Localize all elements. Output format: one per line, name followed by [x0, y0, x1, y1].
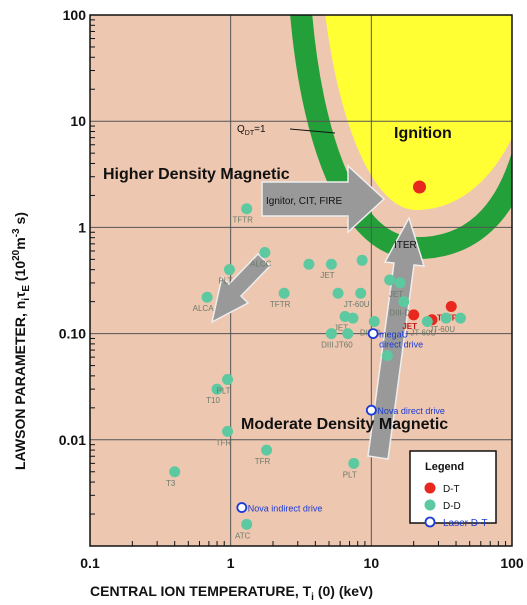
data-point-d-t-0	[408, 309, 420, 321]
legend-marker-1	[424, 499, 436, 511]
direction-arrows	[210, 164, 426, 460]
data-point-d-d-27	[381, 350, 393, 362]
ignition-label: Ignition	[394, 125, 452, 142]
y-axis-title: LAWSON PARAMETER, niτE (1020m-3 s)	[11, 212, 32, 470]
point-label: JET	[402, 322, 417, 331]
data-point-d-d-19	[355, 287, 367, 299]
data-point-d-d-18	[356, 254, 368, 266]
axis-ticks: 0.1 1 10 100 0.01 0.10 1 10 100	[59, 7, 524, 571]
x-tick-label-2: 10	[364, 555, 380, 571]
data-point-d-d-28	[348, 457, 360, 469]
legend-label-1: D-D	[443, 501, 461, 512]
point-label: TFR	[216, 438, 232, 447]
y-tick-label-2: 1	[78, 219, 86, 235]
q-dt-leader	[289, 128, 336, 134]
ignitor-text: Ignitor, CIT, FIRE	[266, 196, 342, 207]
point-label: PLT	[343, 470, 357, 479]
point-label: ALCA	[193, 304, 215, 313]
lower-left-arrow	[210, 252, 272, 324]
point-label: JT-60U	[410, 328, 436, 337]
point-label: JET	[389, 290, 403, 299]
moderate-density-label: Moderate Density Magnetic	[241, 416, 448, 433]
data-point-d-d-25	[440, 312, 452, 324]
iter-text: ITER	[394, 240, 417, 251]
point-label: DIII-D	[389, 309, 410, 318]
y-tick-label-0: 0.01	[59, 432, 86, 448]
legend-title: Legend	[425, 461, 464, 473]
vertical-arrow	[367, 216, 426, 460]
data-point-laser-d-t-0	[367, 328, 379, 340]
point-label: JT60	[335, 341, 353, 350]
data-point-d-t-2	[445, 300, 457, 312]
point-label: TFTR	[270, 300, 291, 309]
y-tick-label-1: 0.10	[59, 326, 86, 342]
point-label: TFR	[255, 457, 271, 466]
legend-box	[409, 450, 497, 524]
point-label: Nova direct drive	[377, 406, 445, 416]
data-point-d-d-20	[368, 315, 380, 327]
data-point-d-d-24	[421, 315, 433, 327]
data-point-d-d-5	[241, 518, 253, 530]
data-point-d-d-7	[223, 264, 235, 276]
point-label: megaU direct drive	[379, 330, 423, 350]
data-point-d-d-8	[259, 247, 271, 259]
point-label: JT-60U	[429, 325, 455, 334]
x-axis-title: CENTRAL ION TEMPERATURE, Ti (0) (keV)	[90, 583, 373, 603]
data-point-d-d-10	[278, 287, 290, 299]
x-tick-label-3: 100	[500, 555, 524, 571]
data-point-d-d-13	[332, 287, 344, 299]
point-label: TFTR	[232, 216, 253, 225]
ignition-region	[325, 15, 512, 210]
data-point-d-d-0	[169, 466, 181, 478]
legend: Legend D-T D-D Laser D-T	[409, 450, 497, 529]
data-point-d-d-22	[394, 277, 406, 289]
point-label: T10	[206, 396, 220, 405]
data-point-d-d-21	[384, 274, 396, 286]
horizontal-arrow	[261, 164, 386, 234]
point-label: JT-60U	[344, 300, 370, 309]
data-point-d-d-23	[398, 296, 410, 308]
legend-label-2: Laser D-T	[443, 518, 487, 529]
point-label: T3	[166, 479, 176, 488]
data-point-d-d-3	[222, 425, 234, 437]
point-label: Nova indirect drive	[248, 504, 323, 514]
point-label: PLT	[218, 277, 232, 286]
y-tick-label-3: 10	[70, 113, 86, 129]
data-point-d-d-12	[325, 258, 337, 270]
data-point-d-d-26	[454, 312, 466, 324]
plot-frame	[89, 14, 513, 547]
data-point-d-d-6	[201, 291, 213, 303]
data-points: JETTFTRT3T10PLTTFRTFRATCALCAPLTALCCTFTRT…	[166, 180, 466, 540]
data-point-d-d-17	[342, 328, 354, 340]
x-tick-label-1: 1	[227, 555, 235, 571]
legend-entries: D-T D-D Laser D-T	[424, 482, 487, 529]
point-label: DIII	[321, 341, 333, 350]
data-point-d-d-15	[347, 312, 359, 324]
data-point-d-t-3	[413, 180, 427, 194]
point-label: ALCC	[250, 260, 272, 269]
data-point-d-d-11	[303, 258, 315, 270]
point-label: PLT	[216, 386, 230, 395]
legend-marker-0	[424, 482, 436, 494]
q-dt-label: QDT=1	[237, 124, 266, 137]
higher-density-label: Higher Density Magnetic	[103, 166, 290, 183]
point-label: JET	[320, 271, 334, 280]
x-tick-label-0: 0.1	[80, 555, 100, 571]
data-point-laser-d-t-1	[365, 404, 377, 416]
data-point-d-d-1	[211, 383, 223, 395]
data-point-d-d-4	[261, 444, 273, 456]
data-point-d-d-2	[222, 373, 234, 385]
legend-marker-2	[424, 516, 436, 528]
data-point-d-d-16	[325, 328, 337, 340]
y-tick-label-4: 100	[63, 7, 87, 23]
point-label: ATC	[235, 531, 251, 540]
legend-label-0: D-T	[443, 484, 460, 495]
data-point-d-d-9	[241, 203, 253, 215]
point-label: JET	[334, 323, 348, 332]
data-point-laser-d-t-2	[236, 502, 248, 513]
